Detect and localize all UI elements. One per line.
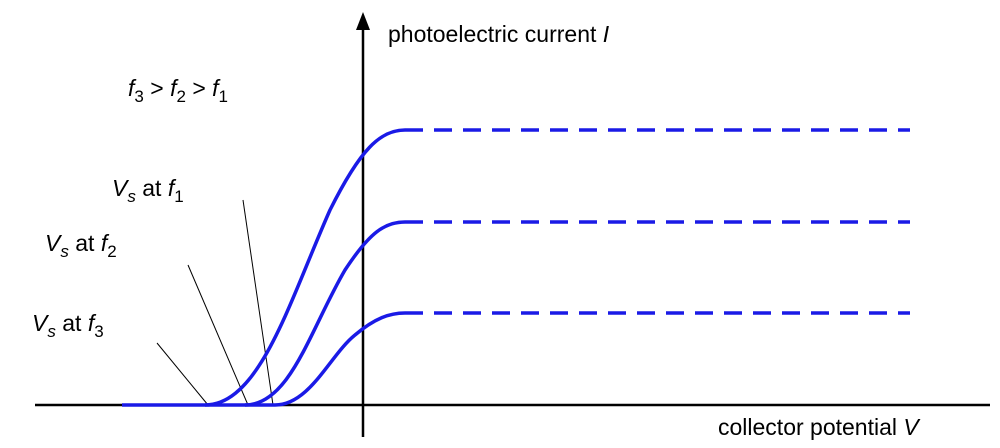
text-part: V (903, 414, 921, 440)
text-part: photoelectric current (388, 21, 603, 47)
curve-f1 (245, 311, 406, 407)
text-part: f (101, 230, 110, 256)
y-axis-arrow (356, 12, 370, 30)
text-part: 2 (176, 87, 185, 106)
text-part: s (127, 187, 136, 206)
text-part: at (56, 310, 88, 336)
text-part: f (212, 75, 221, 101)
pointer-line (187, 264, 249, 406)
text-part: 1 (219, 87, 228, 106)
text-part: > (144, 75, 170, 101)
text-part: s (60, 242, 69, 261)
text-part: at (69, 230, 101, 256)
text-part: s (47, 322, 56, 341)
text-part: collector potential (718, 414, 903, 440)
curve-f3 (122, 128, 406, 407)
text-part: V (45, 230, 63, 256)
curve-f2 (205, 220, 406, 407)
text-part: f (128, 75, 137, 101)
text-part: I (603, 21, 610, 47)
annotation: Vs at f1 (112, 175, 184, 206)
text-part: 3 (134, 87, 143, 106)
annotation: Vs at f2 (45, 230, 117, 261)
text-part: 2 (107, 242, 116, 261)
annotation: Vs at f3 (32, 310, 104, 341)
text-part: f (168, 175, 177, 201)
pointer-line (242, 199, 274, 406)
text-part: at (136, 175, 168, 201)
y-axis-label: photoelectric current I (388, 21, 610, 47)
text-part: f (170, 75, 179, 101)
text-part: 1 (174, 187, 183, 206)
text-part: 3 (94, 322, 103, 341)
condition-label: f3 > f2 > f1 (128, 75, 228, 106)
text-part: V (32, 310, 50, 336)
pointer-line (156, 342, 209, 406)
text-part: > (186, 75, 212, 101)
text-part: V (112, 175, 130, 201)
x-axis-label: collector potential V (718, 414, 921, 440)
text-part: f (88, 310, 97, 336)
